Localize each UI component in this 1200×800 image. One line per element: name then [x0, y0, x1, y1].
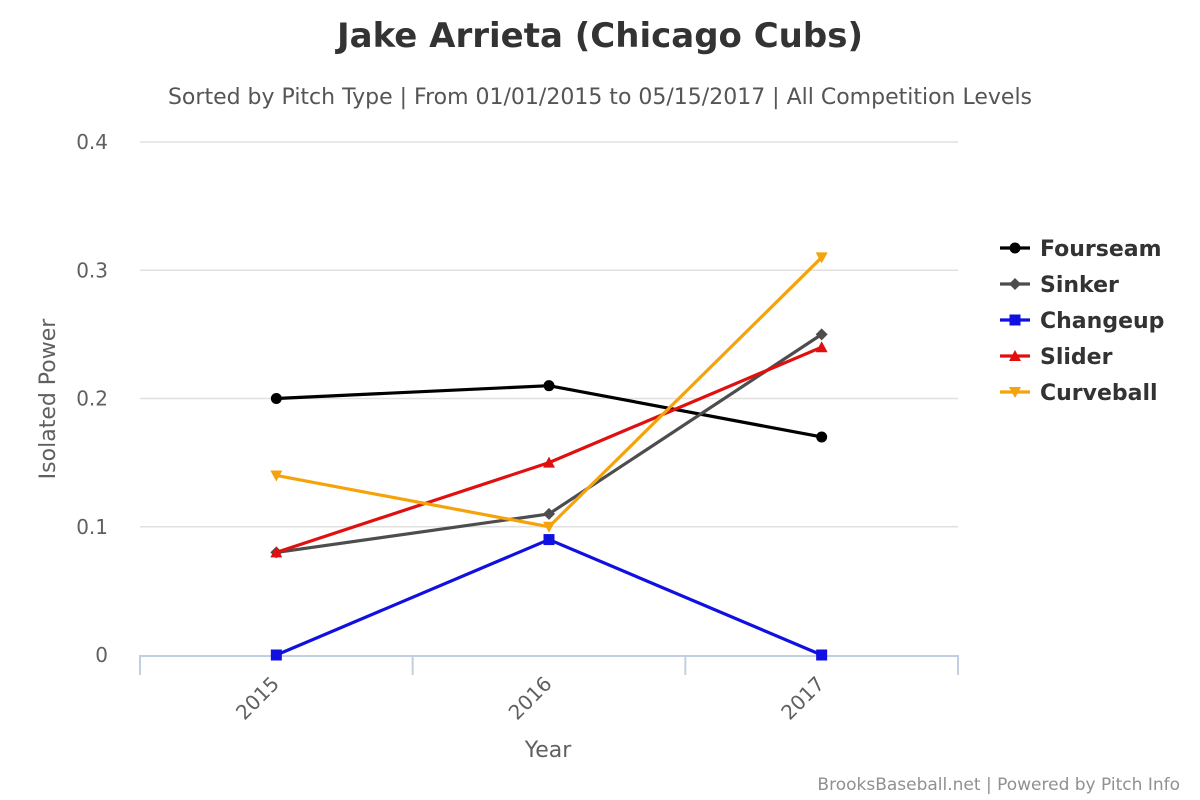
y-tick-label: 0.1 — [76, 515, 108, 539]
x-tick-label: 2017 — [776, 672, 829, 725]
y-tick-label: 0 — [95, 643, 108, 667]
series-line-fourseam[interactable] — [274, 384, 824, 439]
data-point-curveball[interactable] — [815, 252, 828, 264]
legend[interactable]: Fourseam Sinker Changeup Slider Curveball — [1000, 237, 1164, 406]
data-point-sinker[interactable] — [543, 507, 555, 520]
series-slider[interactable] — [270, 341, 828, 558]
grid-lines — [140, 141, 958, 528]
data-point-slider[interactable] — [543, 456, 555, 468]
data-point-slider[interactable] — [815, 341, 828, 353]
plot-series — [270, 252, 828, 661]
x-axis: 2015 2016 2017 — [139, 655, 959, 725]
legend-item-sinker[interactable]: Sinker — [1000, 273, 1119, 298]
x-tick-label: 2015 — [231, 672, 284, 725]
data-point-changeup[interactable] — [270, 649, 282, 661]
data-point-fourseam[interactable] — [270, 393, 282, 404]
x-tick-label: 2016 — [504, 672, 557, 725]
legend-marker[interactable] — [1009, 387, 1021, 398]
legend-label[interactable]: Sinker — [1040, 273, 1119, 298]
y-axis-ticks: 0 0.1 0.2 0.3 0.4 — [76, 130, 108, 667]
y-tick-label: 0.2 — [76, 387, 108, 411]
data-point-changeup[interactable] — [543, 534, 555, 546]
legend-marker[interactable] — [1009, 314, 1021, 326]
x-axis-title: Year — [524, 738, 573, 763]
legend-label[interactable]: Curveball — [1040, 381, 1158, 406]
credits[interactable]: BrooksBaseball.net | Powered by Pitch In… — [817, 775, 1180, 795]
data-point-sinker[interactable] — [815, 328, 828, 341]
y-axis-title: Isolated Power — [36, 318, 61, 480]
data-point-curveball[interactable] — [543, 521, 555, 533]
series-line-curveball[interactable] — [274, 255, 824, 529]
series-fourseam[interactable] — [270, 380, 828, 443]
legend-marker[interactable] — [1009, 242, 1021, 254]
y-tick-label: 0.4 — [76, 130, 108, 154]
legend-item-fourseam[interactable]: Fourseam — [1000, 237, 1162, 262]
legend-item-slider[interactable]: Slider — [1000, 345, 1113, 370]
y-tick-label: 0.3 — [76, 258, 108, 282]
legend-item-changeup[interactable]: Changeup — [1000, 309, 1164, 334]
data-point-fourseam[interactable] — [543, 380, 555, 392]
series-line-changeup[interactable] — [274, 537, 824, 657]
legend-label[interactable]: Fourseam — [1040, 237, 1162, 262]
chart-subtitle: Sorted by Pitch Type | From 01/01/2015 t… — [168, 85, 1032, 110]
series-line-slider[interactable] — [274, 345, 824, 555]
series-changeup[interactable] — [270, 534, 828, 661]
data-point-changeup[interactable] — [816, 649, 828, 661]
legend-item-curveball[interactable]: Curveball — [1000, 381, 1158, 406]
legend-label[interactable]: Slider — [1040, 345, 1113, 370]
series-curveball[interactable] — [270, 252, 828, 533]
chart-title: Jake Arrieta (Chicago Cubs) — [335, 16, 863, 56]
legend-marker[interactable] — [1009, 278, 1021, 290]
data-point-fourseam[interactable] — [816, 431, 828, 443]
legend-marker[interactable] — [1009, 350, 1021, 361]
legend-label[interactable]: Changeup — [1040, 309, 1164, 334]
data-point-curveball[interactable] — [270, 470, 283, 482]
data-point-slider[interactable] — [270, 546, 283, 558]
